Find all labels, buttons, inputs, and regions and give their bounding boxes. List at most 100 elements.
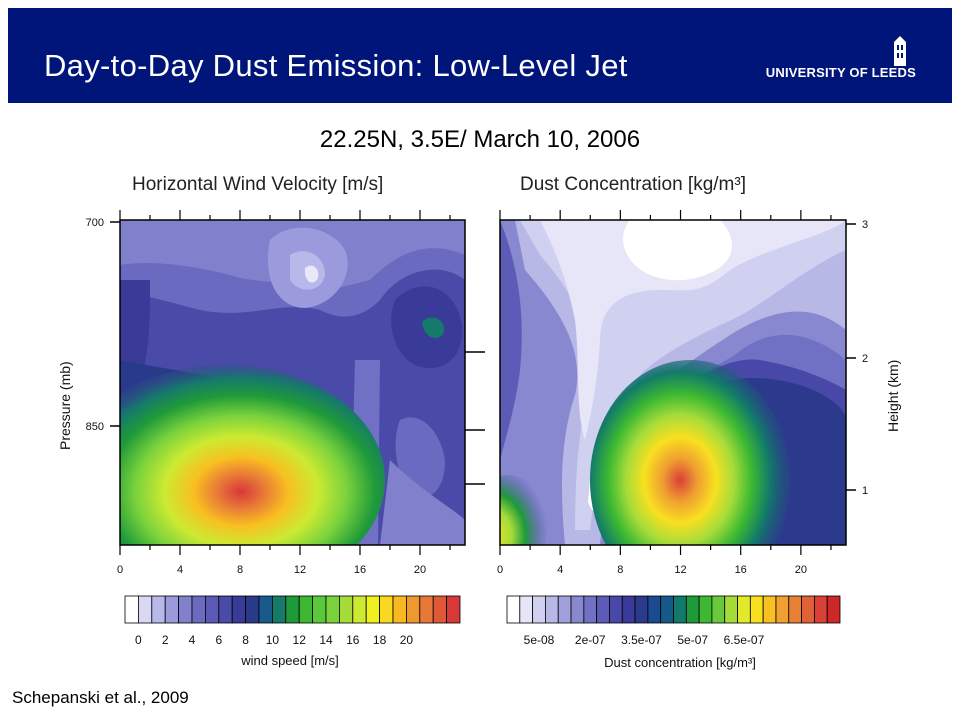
dust-contour-band (623, 220, 732, 281)
wind-colorbar-swatch (258, 595, 273, 624)
dust-colorbar-swatch (826, 595, 841, 624)
wind-colorbar-label: wind speed [m/s] (240, 653, 339, 668)
wind-colorbar-swatch (392, 595, 407, 624)
dust-colorbar-swatch (506, 595, 521, 624)
wind-colorbar-swatch (365, 595, 381, 624)
dust-colorbar: 5e-08 2e-07 3.5e-07 5e-07 6.5e-07 (506, 595, 841, 647)
wind-colorbar-swatch (325, 595, 340, 624)
dust-colorbar-swatch (660, 595, 674, 624)
dust-colorbar-swatch (519, 595, 534, 624)
dust-contour-band (540, 220, 846, 440)
slide-title: Day-to-Day Dust Emission: Low-Level Jet (44, 48, 628, 83)
dust-colorbar-swatch (813, 595, 828, 624)
left-y-ticks: 700 850 (86, 217, 120, 433)
wind-colorbar-swatch (271, 595, 287, 624)
dust-colorbar-swatch (801, 595, 815, 624)
dust-colorbar-swatch (737, 595, 751, 624)
dust-colorbar-swatch (545, 595, 559, 624)
dust-colorbar-swatch (762, 595, 777, 624)
dust-y-tick-label: 3 (862, 219, 868, 231)
wind-colorbar-swatch (245, 595, 260, 624)
tower-icon (894, 36, 906, 66)
wind-colorbar-swatch (164, 595, 179, 624)
dust-colorbar-swatch (596, 595, 610, 624)
dust-core (590, 360, 790, 545)
wind-colorbar-swatch (231, 595, 246, 624)
right-ylabel: Height (km) (885, 360, 901, 432)
wind-colorbar-tick-label: 8 (242, 633, 249, 647)
wind-y-tick-label: 700 (86, 217, 104, 229)
wind-colorbar-tick-label: 4 (189, 633, 196, 647)
left-panel-title: Horizontal Wind Velocity [m/s] (132, 174, 383, 195)
dust-colorbar-tick-label: 2e-07 (575, 633, 606, 647)
dust-colorbar-swatch (570, 595, 585, 624)
dust-colorbar-swatch (609, 595, 623, 624)
wind-colorbar-swatch (312, 595, 327, 624)
dust-colorbar-swatch (621, 595, 636, 624)
dust-colorbar-swatch (532, 595, 546, 624)
dust-y-tick-label: 2 (862, 353, 868, 365)
right-panel-title: Dust Concentration [kg/m³] (520, 174, 746, 195)
wind-colorbar-tick-label: 16 (346, 633, 360, 647)
dust-colorbar-tick-label: 3.5e-07 (621, 633, 662, 647)
dust-colorbar-label: Dust concentration [kg/m³] (604, 655, 756, 670)
wind-heatmap (120, 220, 465, 545)
wind-colorbar-swatch (124, 595, 139, 624)
dust-colorbar-swatch (634, 595, 649, 624)
wind-x-tick-label: 20 (414, 564, 426, 576)
dust-colorbar-swatch (724, 595, 738, 624)
dust-colorbar-swatch (685, 595, 700, 624)
wind-colorbar-swatch (218, 595, 233, 624)
dust-colorbar-swatch (673, 595, 687, 624)
dust-x-tick-label: 12 (674, 564, 686, 576)
wind-colorbar-swatch (432, 595, 448, 624)
dust-colorbar-swatch (583, 595, 598, 624)
wind-colorbar-swatch (178, 595, 193, 624)
wind-x-tick-label: 0 (117, 564, 123, 576)
dust-x-tick-label: 0 (497, 564, 503, 576)
right-x-ticks: 0 4 8 12 16 20 (497, 210, 832, 576)
wind-colorbar-tick-label: 6 (215, 633, 222, 647)
wind-colorbar-swatch (419, 595, 434, 624)
wind-colorbar-swatch (151, 595, 166, 624)
dust-heatmap (500, 220, 846, 545)
dust-x-tick-label: 20 (795, 564, 807, 576)
left-ylabel: Pressure (mb) (57, 361, 73, 450)
right-y-ticks: 1 2 3 (846, 219, 868, 497)
wind-colorbar-tick-label: 0 (135, 633, 142, 647)
dust-colorbar-swatch (647, 595, 662, 624)
wind-colorbar: 0 2 4 6 8 10 12 14 16 18 20 (124, 595, 461, 647)
citation: Schepanski et al., 2009 (12, 688, 189, 707)
dust-x-tick-label: 8 (617, 564, 623, 576)
wind-colorbar-tick-label: 14 (319, 633, 333, 647)
jet-core (120, 365, 385, 545)
left-frame (119, 219, 466, 546)
logo-text: UNIVERSITY OF LEEDS (765, 65, 916, 80)
wind-colorbar-tick-label: 10 (266, 633, 280, 647)
university-logo: UNIVERSITY OF LEEDS (766, 36, 916, 80)
dust-colorbar-swatch (557, 595, 572, 624)
dust-colorbar-tick-label: 5e-07 (677, 633, 708, 647)
wind-colorbar-swatch (298, 595, 314, 624)
figure-subtitle: 22.25N, 3.5E/ March 10, 2006 (319, 126, 641, 153)
wind-x-tick-label: 4 (177, 564, 183, 576)
wind-colorbar-swatch (338, 595, 354, 624)
wind-colorbar-tick-label: 20 (400, 633, 414, 647)
wind-colorbar-swatch (352, 595, 367, 624)
dust-colorbar-swatch (749, 595, 764, 624)
wind-x-tick-label: 16 (354, 564, 366, 576)
dust-colorbar-swatch (698, 595, 713, 624)
dust-x-tick-label: 4 (557, 564, 563, 576)
wind-colorbar-tick-label: 12 (293, 633, 307, 647)
wind-x-tick-label: 8 (237, 564, 243, 576)
dust-surface-max (500, 475, 548, 545)
dust-contour-band (500, 220, 522, 460)
wind-colorbar-swatch (379, 595, 394, 624)
wind-colorbar-swatch (204, 595, 220, 624)
dust-colorbar-tick-label: 6.5e-07 (724, 633, 765, 647)
left-x-ticks: 0 4 8 12 16 20 (117, 210, 451, 576)
wind-colorbar-swatch (191, 595, 206, 624)
dust-x-tick-label: 16 (735, 564, 747, 576)
wind-colorbar-swatch (285, 595, 300, 624)
header-banner: Day-to-Day Dust Emission: Low-Level Jet … (8, 8, 952, 103)
